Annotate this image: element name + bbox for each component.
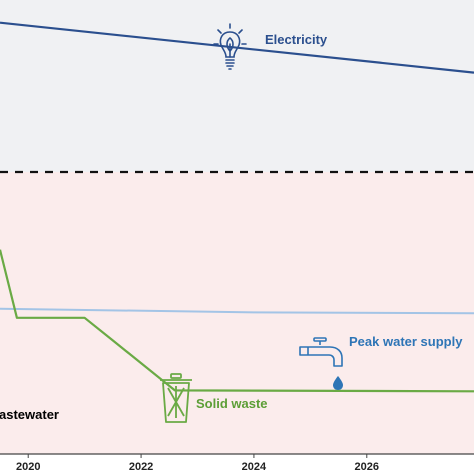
electricity-label: Electricity: [265, 32, 328, 47]
wastewater-label: astewater: [0, 407, 59, 422]
water-series-line: [0, 307, 474, 315]
x-tick-label: 2020: [16, 461, 40, 473]
waste-series-line: [0, 249, 474, 393]
x-tick-label: 2024: [242, 461, 267, 473]
x-tick-label: 2022: [129, 461, 153, 473]
x-tick-label: 2026: [355, 461, 379, 473]
faucet-icon: [299, 337, 343, 390]
top-band: [0, 0, 474, 172]
peak-water-supply-label: Peak water supply: [349, 334, 463, 349]
tick-layer: 2020 2022 2024 2026: [16, 454, 379, 473]
trash-can-icon: [160, 373, 192, 423]
solid-waste-label: Solid waste: [196, 396, 268, 411]
lightbulb-icon: [213, 23, 247, 70]
